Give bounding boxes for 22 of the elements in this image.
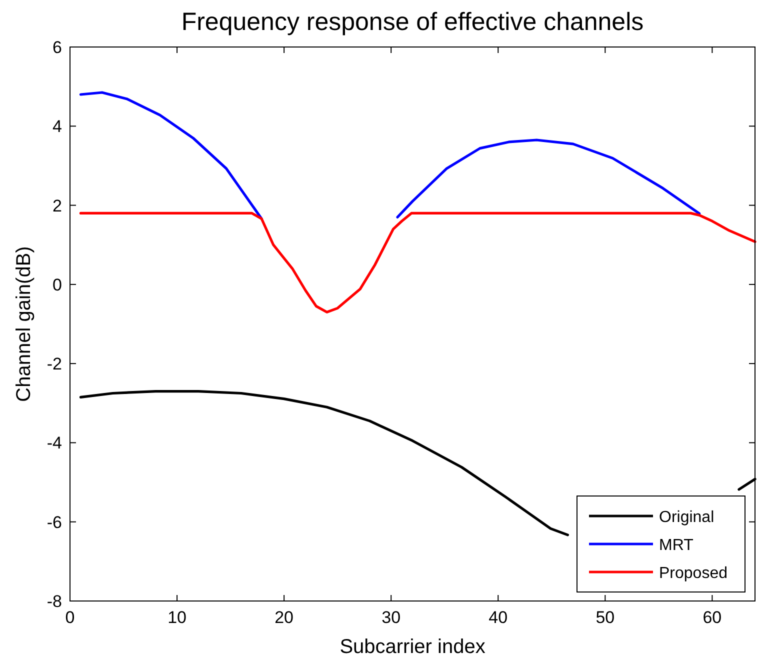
y-tick-label: 6: [52, 38, 62, 57]
x-tick-label: 40: [488, 608, 508, 627]
legend-label: MRT: [659, 537, 694, 554]
y-tick-label: -2: [46, 354, 62, 374]
x-axis-title: Subcarrier index: [340, 636, 486, 658]
y-tick-label: 0: [52, 275, 62, 294]
y-axis-title: Channel gain(dB): [13, 246, 35, 402]
x-tick-label: 50: [596, 608, 615, 627]
x-tick-label: 60: [702, 608, 722, 627]
y-tick-label: 4: [52, 117, 62, 136]
legend-label: Proposed: [659, 565, 728, 582]
y-tick-label: -8: [46, 592, 62, 611]
chart-title: Frequency response of effective channels: [181, 8, 644, 36]
x-tick-label: 20: [274, 608, 294, 627]
legend-label: Original: [659, 509, 714, 526]
line-series: [79, 212, 756, 314]
y-tick-label: -6: [46, 512, 62, 532]
y-tick-label: 2: [52, 196, 62, 216]
x-tick-label: 0: [65, 608, 75, 627]
x-tick-label: 30: [382, 608, 401, 627]
x-tick-label: 10: [168, 608, 186, 627]
y-tick-label: -4: [46, 434, 62, 453]
